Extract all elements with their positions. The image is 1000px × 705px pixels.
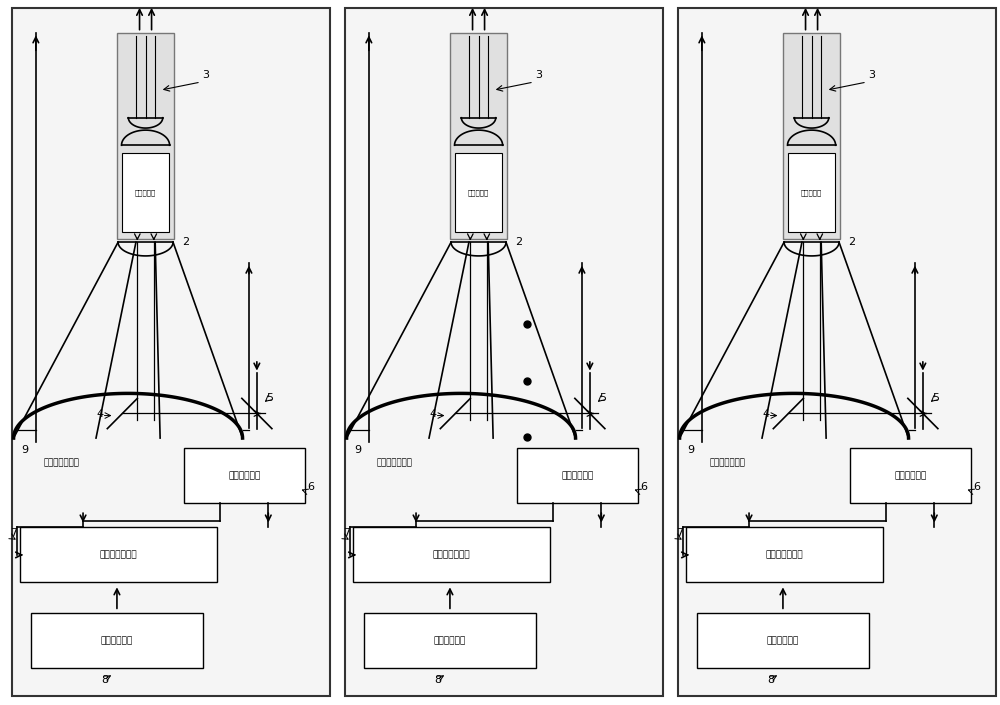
Text: 3: 3: [202, 70, 209, 80]
Text: 7: 7: [343, 527, 351, 538]
Text: 4: 4: [97, 409, 104, 419]
Bar: [517, 448, 638, 503]
Bar: [788, 154, 835, 232]
Text: 4: 4: [763, 409, 770, 419]
Bar: [353, 527, 550, 582]
Bar: [455, 154, 502, 232]
Bar: [697, 613, 869, 668]
Text: 导星激光器: 导星激光器: [135, 190, 156, 196]
Bar: [184, 448, 305, 503]
Bar: [122, 154, 169, 232]
Bar: [678, 8, 996, 696]
Text: 8: 8: [767, 675, 774, 685]
Text: 9: 9: [22, 445, 29, 455]
Text: 6: 6: [641, 482, 648, 491]
Text: 自适应光学组件: 自适应光学组件: [433, 551, 470, 560]
Text: 5: 5: [599, 393, 606, 403]
Text: 高功率激光器: 高功率激光器: [434, 637, 466, 645]
Text: 自适应光学组件: 自适应光学组件: [766, 551, 803, 560]
Text: 导星激光器: 导星激光器: [468, 190, 489, 196]
Bar: [117, 32, 174, 239]
Text: 激光发射望远镜: 激光发射望远镜: [44, 458, 80, 467]
Text: 光路中继系统: 光路中继系统: [561, 472, 593, 480]
Text: 高功率激光器: 高功率激光器: [767, 637, 799, 645]
Text: 6: 6: [974, 482, 981, 491]
Text: 光路中继系统: 光路中继系统: [894, 472, 926, 480]
Text: 激光发射望远镜: 激光发射望远镜: [710, 458, 746, 467]
Text: 光路中继系统: 光路中继系统: [228, 472, 260, 480]
Bar: [31, 613, 203, 668]
Text: 2: 2: [849, 237, 856, 247]
Bar: [345, 8, 663, 696]
Text: 6: 6: [308, 482, 315, 491]
Text: 4: 4: [430, 409, 437, 419]
Text: 7: 7: [10, 527, 18, 538]
Text: 7: 7: [676, 527, 684, 538]
Text: 激光发射望远镜: 激光发射望远镜: [377, 458, 413, 467]
Bar: [364, 613, 536, 668]
Bar: [686, 527, 883, 582]
Text: 8: 8: [101, 675, 108, 685]
Text: 2: 2: [183, 237, 190, 247]
Text: 5: 5: [932, 393, 939, 403]
Bar: [850, 448, 971, 503]
Bar: [12, 8, 330, 696]
Text: 高功率激光器: 高功率激光器: [101, 637, 133, 645]
Text: 2: 2: [516, 237, 523, 247]
Text: 5: 5: [266, 393, 273, 403]
Text: 8: 8: [434, 675, 441, 685]
Text: 3: 3: [868, 70, 875, 80]
Text: 3: 3: [535, 70, 542, 80]
Bar: [783, 32, 840, 239]
Text: 导星激光器: 导星激光器: [801, 190, 822, 196]
Text: 9: 9: [688, 445, 695, 455]
Text: 自适应光学组件: 自适应光学组件: [100, 551, 137, 560]
Bar: [450, 32, 507, 239]
Text: 9: 9: [355, 445, 362, 455]
Bar: [20, 527, 217, 582]
